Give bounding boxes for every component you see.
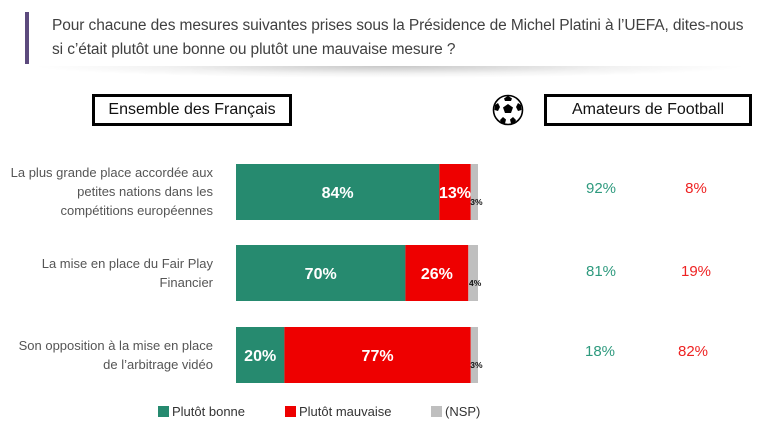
- legend-item-bonne: Plutôt bonne: [158, 404, 245, 419]
- soccer-ball-icon: [492, 94, 524, 126]
- bar-segment-mauvaise: [284, 327, 471, 383]
- amateur-mauvaise-value: 19%: [680, 263, 712, 280]
- amateur-mauvaise-value: 8%: [685, 180, 707, 197]
- legend-item-nsp: (NSP): [431, 404, 480, 419]
- data-label: 3%: [470, 360, 483, 370]
- legend-label: Plutôt mauvaise: [299, 404, 392, 419]
- bar-segment-bonne: [236, 164, 440, 220]
- legend-swatch-bonne: [158, 406, 169, 417]
- data-label: 84%: [322, 185, 354, 202]
- category-label: La plus grande place accordée aux petite…: [10, 165, 213, 218]
- bar-segment-bonne: [236, 327, 285, 383]
- legend-item-mauvaise: Plutôt mauvaise: [285, 404, 392, 419]
- category-label: La mise en place du Fair Play Financier: [41, 256, 213, 290]
- data-label: 20%: [244, 348, 276, 365]
- bar-segment-nsp: [470, 164, 478, 220]
- amateur-bonne-value: 81%: [585, 263, 617, 280]
- data-label: 77%: [362, 348, 394, 365]
- question-text: Pour chacune des mesures suivantes prise…: [52, 17, 744, 58]
- panel-title-ensemble: Ensemble des Français: [92, 94, 292, 126]
- amateur-mauvaise-value: 82%: [677, 343, 709, 360]
- bar-segment-nsp: [468, 245, 478, 301]
- header-shadow: [30, 66, 750, 78]
- data-label: 3%: [470, 197, 483, 207]
- legend-swatch-mauvaise: [285, 406, 296, 417]
- data-label: 13%: [439, 185, 471, 202]
- question-accent-bar: [25, 12, 29, 64]
- legend-label: (NSP): [445, 404, 481, 419]
- amateur-bonne-value: 18%: [584, 343, 616, 360]
- data-label: 4%: [469, 278, 482, 288]
- legend-label: Plutôt bonne: [172, 404, 246, 419]
- legend-swatch-nsp: [431, 406, 442, 417]
- amateur-bonne-value: 92%: [585, 180, 617, 197]
- bar-segment-bonne: [236, 245, 406, 301]
- panel-title-amateurs: Amateurs de Football: [544, 94, 752, 126]
- bar-segment-nsp: [470, 327, 478, 383]
- data-label: 70%: [305, 266, 337, 283]
- bar-segment-mauvaise: [405, 245, 469, 301]
- category-label: Son opposition à la mise en place de l’a…: [18, 338, 213, 372]
- data-label: 26%: [421, 266, 453, 283]
- bar-segment-mauvaise: [439, 164, 471, 220]
